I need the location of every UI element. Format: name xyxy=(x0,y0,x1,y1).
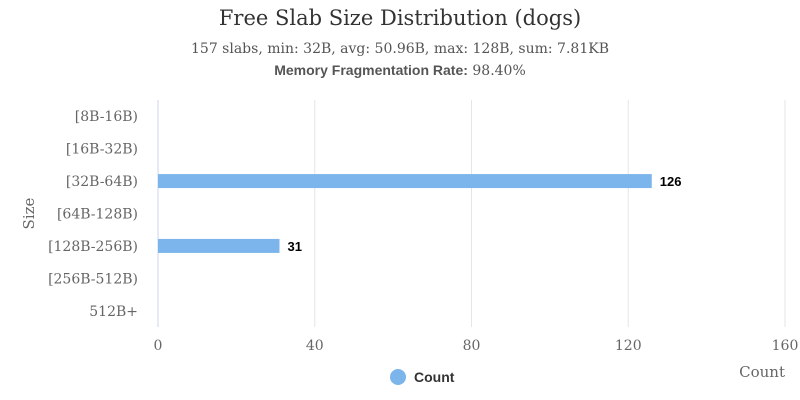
x-tick-label: 160 xyxy=(772,338,799,354)
legend-label: Count xyxy=(414,369,455,385)
data-label: 31 xyxy=(287,239,301,254)
x-tick-label: 120 xyxy=(615,338,642,354)
y-tick-label: [64B-128B) xyxy=(57,207,138,223)
chart-subtitle: 157 slabs, min: 32B, avg: 50.96B, max: 1… xyxy=(191,41,609,57)
y-tick-label: [8B-16B) xyxy=(75,109,138,125)
y-tick-label: [128B-256B) xyxy=(48,239,138,255)
legend-marker-icon xyxy=(390,369,406,385)
fragmentation-rate: Memory Fragmentation Rate: 98.40% xyxy=(0,62,800,79)
bar xyxy=(158,238,280,253)
y-tick-label: [256B-512B) xyxy=(48,271,138,287)
x-axis-title: Count xyxy=(739,363,785,381)
y-axis-title: Size xyxy=(20,197,38,229)
fragmentation-label: Memory Fragmentation Rate: xyxy=(274,62,468,78)
bar xyxy=(158,174,652,189)
x-tick-label: 40 xyxy=(306,338,324,354)
y-tick-label: [16B-32B) xyxy=(66,142,138,158)
y-tick-label: 512B+ xyxy=(89,304,138,320)
x-tick-label: 80 xyxy=(463,338,481,354)
fragmentation-value: 98.40% xyxy=(472,63,526,79)
chart-title: Free Slab Size Distribution (dogs) xyxy=(218,6,582,30)
data-label: 126 xyxy=(660,174,682,189)
x-tick-label: 0 xyxy=(154,338,163,354)
y-tick-label: [32B-64B) xyxy=(66,174,138,190)
legend[interactable]: Count xyxy=(390,367,454,387)
